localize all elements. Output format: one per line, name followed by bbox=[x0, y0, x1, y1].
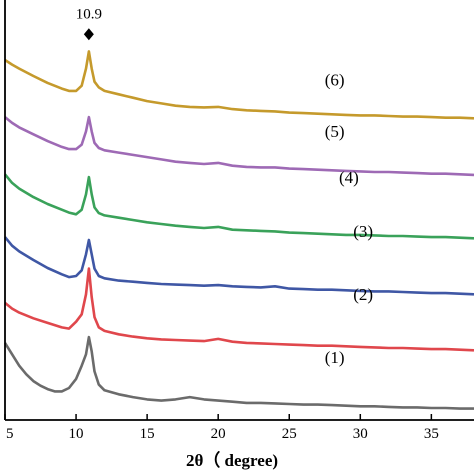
x-tick-label-10: 10 bbox=[69, 426, 84, 442]
series-layer bbox=[3, 50, 474, 410]
series-line-5 bbox=[4, 115, 474, 177]
series-label-layer: (1) (2) (3) (4) (5) (6) bbox=[325, 71, 373, 367]
x-tick-label-15: 15 bbox=[140, 426, 155, 442]
x-axis-title: 2θ（ degree) bbox=[186, 450, 278, 470]
series-label-2: (2) bbox=[353, 285, 373, 304]
series-line-3 bbox=[3, 236, 474, 296]
peak-diamond-marker bbox=[83, 28, 94, 41]
x-tick-layer: 5 10 15 20 25 30 35 bbox=[4, 414, 439, 442]
x-tick-label-20: 20 bbox=[211, 426, 226, 442]
series-line-2 bbox=[4, 267, 474, 352]
x-tick-label-5: 5 bbox=[6, 426, 14, 442]
x-tick-label-30: 30 bbox=[353, 426, 368, 442]
axis-layer bbox=[4, 0, 474, 421]
series-label-5: (5) bbox=[325, 122, 345, 141]
series-line-4 bbox=[3, 173, 474, 240]
series-line-1 bbox=[3, 335, 474, 410]
series-label-4: (4) bbox=[339, 168, 359, 187]
series-label-3: (3) bbox=[353, 222, 373, 241]
x-tick-label-25: 25 bbox=[282, 426, 297, 442]
annotation-layer: 10.9 bbox=[76, 6, 102, 41]
x-tick-label-35: 35 bbox=[424, 426, 439, 442]
series-label-1: (1) bbox=[325, 348, 345, 367]
series-line-6 bbox=[4, 50, 474, 120]
series-label-6: (6) bbox=[325, 71, 345, 90]
peak-label: 10.9 bbox=[76, 6, 102, 22]
